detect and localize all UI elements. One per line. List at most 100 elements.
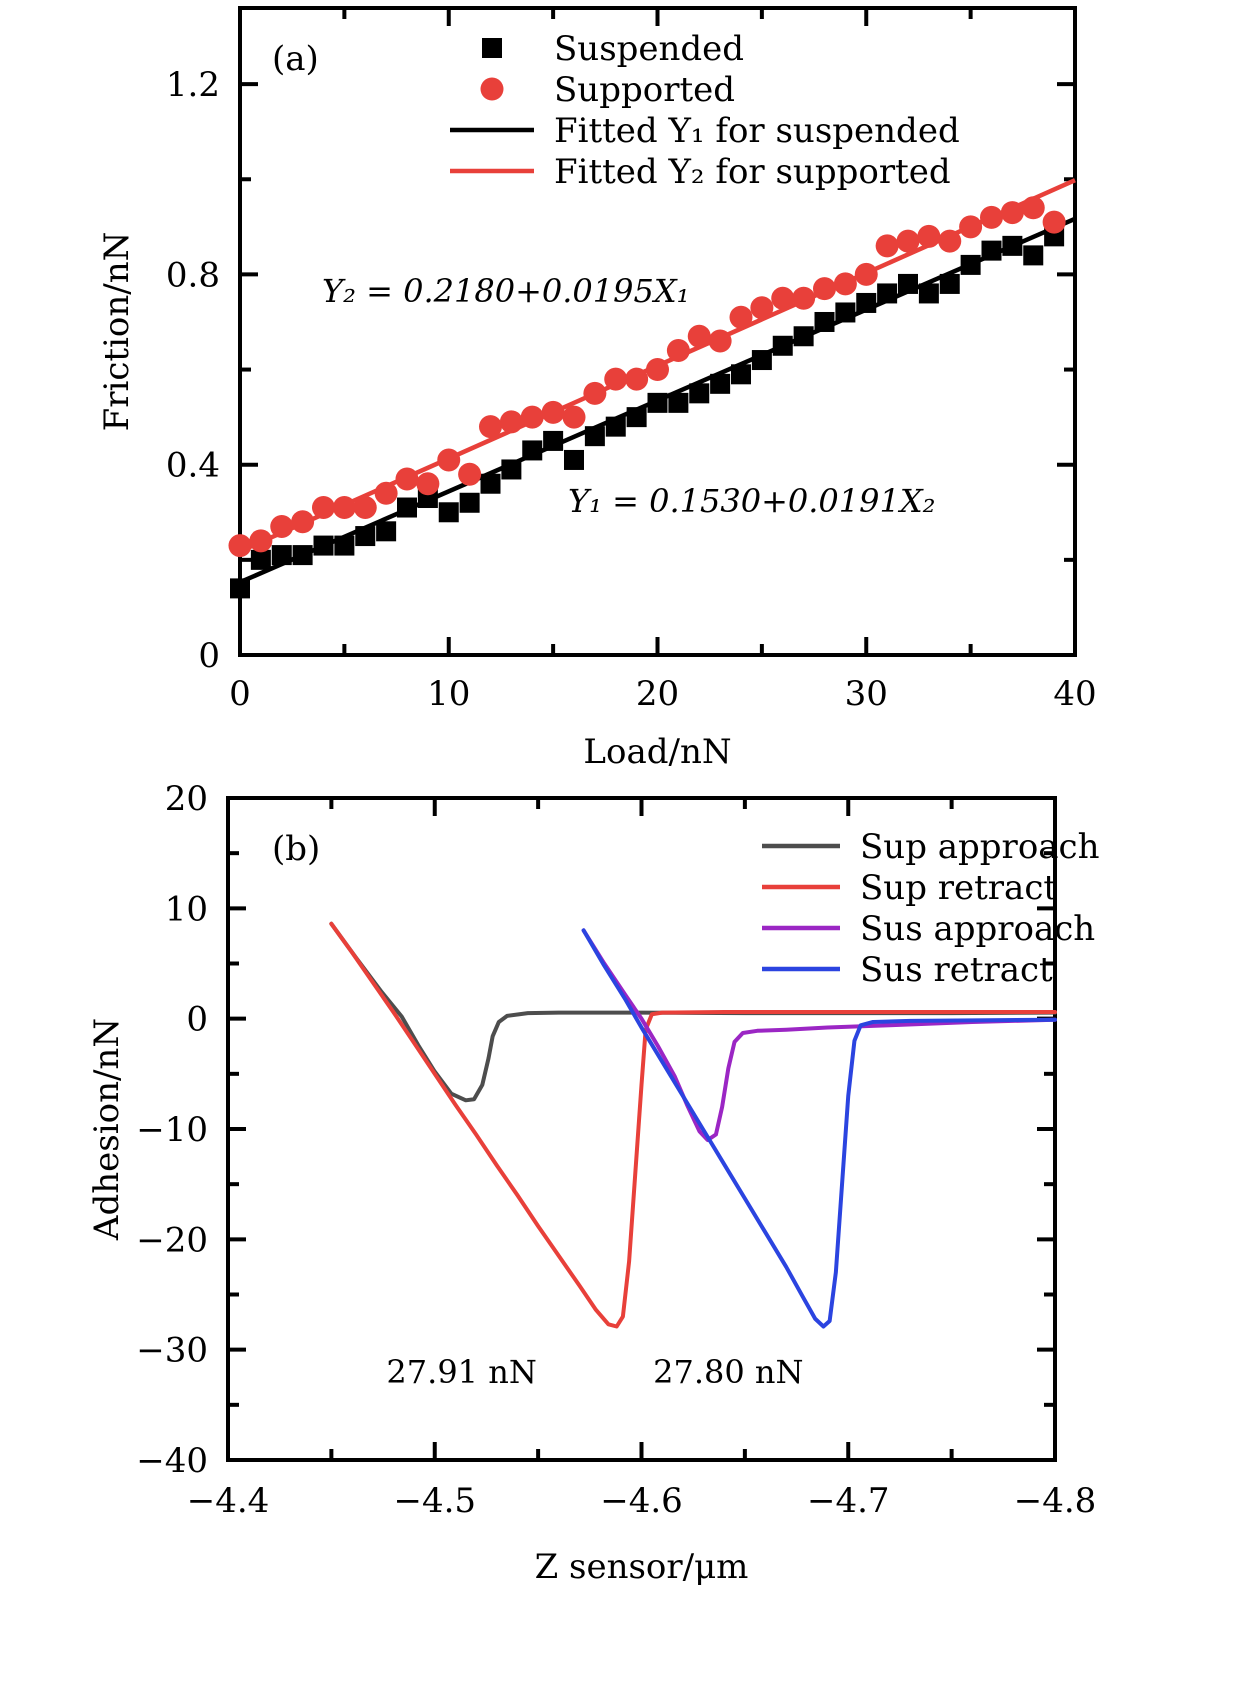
x-tick-label-a: 0 <box>229 674 251 714</box>
panel-tag-a: (a) <box>272 39 319 79</box>
data-point-circle <box>374 481 398 505</box>
x-tick-label-a: 10 <box>427 674 470 714</box>
legend-label-b[interactable]: Sup approach <box>860 827 1100 867</box>
data-point-circle <box>312 496 335 520</box>
data-point-square <box>751 350 772 371</box>
data-point-square <box>981 240 1002 261</box>
series-suspended <box>230 226 1065 599</box>
x-axis-title-b: Z sensor/μm <box>535 1547 749 1587</box>
data-point-square <box>584 426 605 447</box>
data-point-square <box>605 416 626 437</box>
tick-labels-a: 0 10 20 30 40 0 0.4 0.8 1.2 <box>166 65 1097 714</box>
curve-sus-retract <box>581 928 1057 1329</box>
data-point-circle <box>1021 196 1045 220</box>
data-point-square <box>271 545 292 566</box>
curve-sus-approach <box>581 928 1057 1143</box>
data-point-circle <box>520 405 544 429</box>
y-tick-label-a: 1.2 <box>166 65 220 105</box>
data-point-circle <box>875 234 899 258</box>
data-point-square <box>501 459 522 480</box>
ticks-b <box>226 796 1057 1462</box>
x-tick-label-a: 30 <box>845 674 888 714</box>
data-point-circle <box>437 448 461 472</box>
data-point-circle <box>625 367 649 391</box>
y-axis-title-a: Friction/nN <box>97 232 137 432</box>
x-tick-label-b: −4.4 <box>187 1481 270 1521</box>
legend-label-a[interactable]: Supported <box>554 70 735 110</box>
data-point-square <box>668 392 689 413</box>
data-point-square <box>355 526 376 547</box>
data-point-circle <box>833 272 857 296</box>
x-tick-label-b: −4.8 <box>1014 1481 1097 1521</box>
supported-fit-equation: Y₂ = 0.2180+0.0195X₁ <box>322 272 689 310</box>
x-tick-label-a: 40 <box>1053 674 1096 714</box>
data-point-square <box>230 578 250 599</box>
data-point-square <box>918 283 939 304</box>
panel-b-svg: −4.4 −4.5 −4.6 −4.7 −4.8 20 10 0 −10 −20 −30 −40 Z s… <box>87 779 1100 1587</box>
data-point-square <box>522 440 543 461</box>
legend-label-a[interactable]: Fitted Y₁ for suspended <box>554 111 960 151</box>
x-tick-label-b: −4.7 <box>807 1481 890 1521</box>
data-point-circle <box>938 229 962 253</box>
legend-label-a[interactable]: Suspended <box>554 29 744 69</box>
suspended-fit-equation: Y₁ = 0.1530+0.0191X₂ <box>568 482 935 520</box>
legend-marker-square <box>482 38 502 58</box>
data-point-circle <box>353 496 377 520</box>
series-supported <box>228 196 1066 558</box>
data-point-square <box>397 497 417 518</box>
data-point-square <box>772 335 793 356</box>
y-tick-label-b: −10 <box>136 1110 208 1150</box>
data-point-circle <box>896 229 920 253</box>
panel-a-svg: 0 10 20 30 40 0 0.4 0.8 1.2 Load/nN Friction/nN (a)… <box>97 6 1097 770</box>
legend-marker-circle <box>480 77 504 101</box>
data-point-circle <box>917 224 941 248</box>
data-point-square <box>710 373 731 394</box>
data-point-circle <box>479 415 502 439</box>
data-point-circle <box>729 305 753 329</box>
legend-label-a[interactable]: Fitted Y₂ for supported <box>554 152 951 192</box>
data-point-circle <box>646 358 669 382</box>
data-point-circle <box>228 534 252 558</box>
legend-label-b[interactable]: Sus approach <box>860 909 1095 949</box>
data-point-circle <box>270 515 294 539</box>
y-tick-label-b: 20 <box>165 779 208 819</box>
legend-label-b[interactable]: Sup retract <box>860 868 1057 908</box>
data-point-circle <box>980 205 1003 229</box>
curve-sup-retract <box>329 921 1057 1329</box>
data-point-square <box>543 430 564 451</box>
data-point-square <box>626 407 647 428</box>
data-point-circle <box>562 405 586 429</box>
data-point-square <box>647 392 668 413</box>
data-point-circle <box>416 472 440 496</box>
data-point-circle <box>1042 210 1066 234</box>
data-point-circle <box>291 510 315 534</box>
data-point-square <box>835 302 856 323</box>
data-point-square <box>898 273 918 294</box>
tick-labels-b: −4.4 −4.5 −4.6 −4.7 −4.8 20 10 0 −10 −20 −30 −40 <box>136 779 1096 1521</box>
data-point-square <box>334 535 355 556</box>
x-tick-label-a: 20 <box>636 674 679 714</box>
y-tick-label-b: 0 <box>186 1000 208 1040</box>
data-point-square <box>376 521 397 542</box>
data-point-square <box>793 326 814 347</box>
y-tick-label-b: −40 <box>136 1441 208 1481</box>
panel-tag-b: (b) <box>272 829 320 869</box>
data-point-circle <box>813 277 836 301</box>
data-point-circle <box>541 400 565 424</box>
data-point-circle <box>708 329 732 353</box>
supported-adhesion-value: 27.91 nN <box>386 1353 536 1391</box>
data-point-square <box>939 273 960 294</box>
data-point-square <box>459 492 480 513</box>
y-tick-label-a: 0.4 <box>166 446 220 486</box>
data-point-circle <box>604 367 628 391</box>
panel-b-adhesion-vs-z: −4.4 −4.5 −4.6 −4.7 −4.8 20 10 0 −10 −20 −30 −40 Z s… <box>0 770 1260 1685</box>
data-point-square <box>856 292 877 313</box>
data-point-square <box>731 364 751 385</box>
ticks-a <box>238 8 1077 657</box>
legend-label-b[interactable]: Sus retract <box>860 950 1053 990</box>
data-point-square <box>564 449 584 470</box>
panel-a-friction-vs-load: 0 10 20 30 40 0 0.4 0.8 1.2 Load/nN Friction/nN (a)… <box>0 0 1260 770</box>
data-point-circle <box>332 496 356 520</box>
data-point-square <box>814 311 835 332</box>
